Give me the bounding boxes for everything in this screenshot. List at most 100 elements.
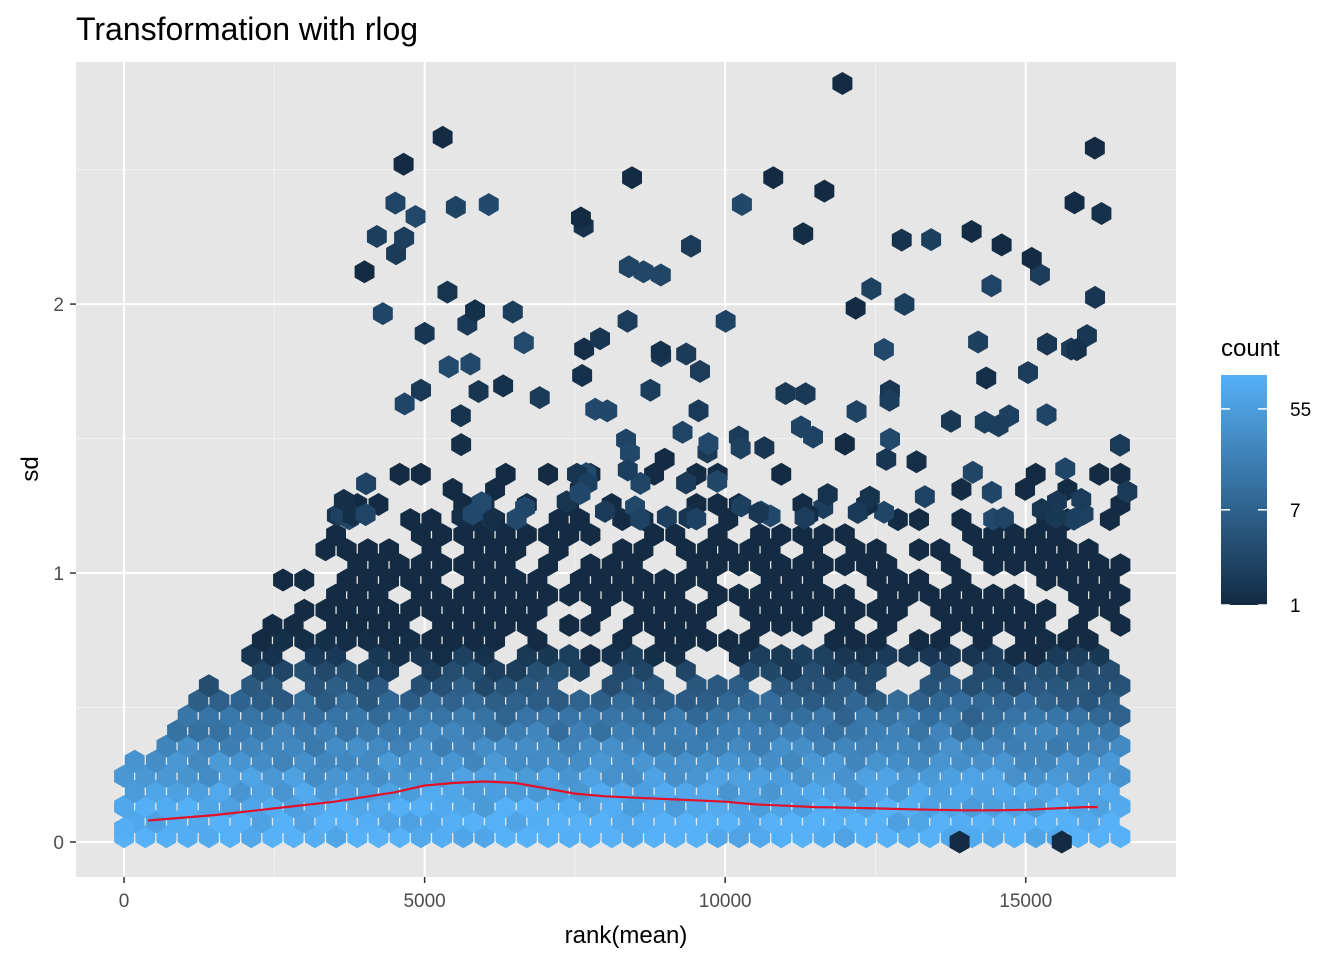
hexbin-565: [1025, 644, 1046, 667]
hexbin-268: [760, 749, 781, 773]
hexbin-176: [824, 779, 845, 803]
hexbin-671: [580, 583, 601, 607]
hexbin-725: [410, 553, 431, 577]
y-tick-label-1: 1: [53, 564, 64, 585]
hexbin-630: [357, 598, 378, 622]
hexbin-58: [336, 810, 357, 834]
hexbin-636: [485, 598, 505, 622]
hexbin-673: [622, 583, 643, 607]
hexbin-902: [690, 359, 710, 383]
hexbin-503: [315, 659, 336, 683]
hexbin-470: [347, 674, 368, 698]
hexbin-33: [813, 825, 834, 849]
hexbin-626: [1110, 613, 1131, 637]
hexbin-75: [697, 810, 717, 834]
hexbin-826: [707, 493, 728, 516]
hexbin-233: [1025, 764, 1046, 788]
hexbin-198: [283, 764, 304, 788]
hexbin-415: [1004, 704, 1025, 728]
hexbin-971: [438, 355, 459, 379]
hexbin-478: [538, 674, 558, 698]
hexbin-969: [1066, 338, 1087, 362]
hexbin-318: [856, 734, 876, 758]
hexbin-997: [763, 166, 784, 190]
hexbin-290: [262, 734, 283, 758]
hexbin-94: [1099, 810, 1120, 834]
hexbin-620: [940, 613, 961, 637]
hexbin-31: [771, 825, 792, 849]
hexbin-719: [1057, 568, 1078, 592]
hexbin-320: [898, 734, 919, 758]
hexbin-222: [792, 764, 813, 788]
hexbin-581: [527, 628, 548, 652]
hexbin-205: [432, 764, 452, 788]
hexbin-748: [1046, 553, 1067, 577]
hexbin-771: [909, 538, 929, 562]
hexbin-445: [697, 689, 717, 713]
hexbin-427: [315, 689, 336, 713]
hexbin-297: [410, 734, 431, 758]
hexbin-496: [1046, 674, 1067, 698]
hexbin-749: [1068, 553, 1088, 577]
hexbin-388: [432, 704, 452, 728]
hexbin-434: [463, 689, 484, 713]
hexbin-203: [389, 764, 410, 788]
hexbin-516: [633, 659, 654, 683]
hexbin-975: [1046, 505, 1066, 529]
hexbin-838: [410, 462, 431, 486]
hexbin-255: [485, 749, 505, 773]
hexbin-965: [618, 255, 639, 279]
hexbin-987: [891, 228, 912, 252]
hexbin-20: [538, 825, 558, 849]
hexbin-336: [273, 719, 293, 743]
hexbin-602: [368, 613, 389, 637]
hexbin-248: [336, 749, 357, 773]
hexbin-511: [506, 659, 527, 683]
hexbin-522: [824, 659, 845, 683]
hexbin-35: [856, 825, 876, 849]
hexbin-106: [347, 795, 368, 818]
hexbin-672: [601, 583, 622, 607]
hexbin-363: [845, 719, 866, 743]
hexbin-944: [1117, 480, 1138, 504]
hexbin-730: [538, 553, 558, 577]
hexbin-589: [845, 628, 866, 652]
hexbin-835: [1015, 477, 1035, 501]
hexbin-14: [410, 825, 431, 849]
hexbin-380: [262, 704, 283, 728]
hexbin-327: [1046, 734, 1067, 758]
hexbin-313: [750, 734, 770, 758]
hexbin-560: [919, 644, 940, 667]
hexbin-637: [506, 598, 527, 622]
hexbin-973: [333, 488, 354, 512]
hexbin-432: [421, 689, 442, 713]
hexbin-234: [1046, 764, 1067, 788]
hexbin-343: [421, 719, 442, 743]
hexbin-638: [527, 598, 548, 622]
hexbin-791: [707, 523, 728, 547]
hexbin-87: [951, 810, 972, 834]
hexbin-627: [294, 598, 315, 622]
hexbin-18: [495, 825, 516, 849]
hexbin-403: [750, 704, 770, 728]
hexbin-712: [781, 568, 802, 592]
hexbin-998: [814, 179, 835, 203]
hexbin-714: [866, 568, 887, 592]
hexbin-284: [1099, 749, 1120, 773]
hexbin-985: [748, 501, 769, 525]
hexbin-647: [803, 598, 823, 622]
hexbin-405: [792, 704, 813, 728]
hexbin-742: [856, 553, 876, 577]
hexbin-406: [813, 704, 834, 728]
hexbin-231: [983, 764, 1004, 788]
hexbin-418: [1068, 704, 1088, 728]
hexbin-497: [1068, 674, 1088, 698]
hexbin-299: [453, 734, 474, 758]
hexbin-643: [697, 598, 717, 622]
hexbin-905: [437, 280, 458, 304]
hexbin-599: [283, 613, 304, 637]
hexbin-192: [156, 764, 177, 788]
hexbin-285: [156, 734, 177, 758]
hexbin-117: [580, 795, 601, 818]
hexbin-366: [909, 719, 929, 743]
